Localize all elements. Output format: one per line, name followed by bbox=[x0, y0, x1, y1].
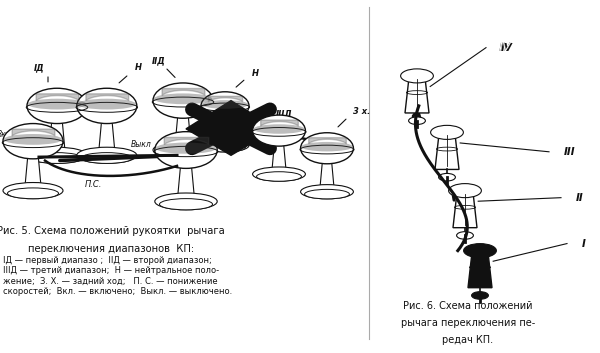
Polygon shape bbox=[218, 119, 232, 145]
Polygon shape bbox=[186, 101, 276, 155]
Ellipse shape bbox=[472, 292, 488, 299]
Circle shape bbox=[3, 124, 63, 159]
Polygon shape bbox=[25, 158, 41, 191]
Ellipse shape bbox=[205, 143, 245, 152]
Ellipse shape bbox=[431, 125, 463, 139]
Text: переключения диапазонов  КП:: переключения диапазонов КП: bbox=[28, 244, 194, 253]
Text: Вкл: Вкл bbox=[0, 130, 12, 139]
Ellipse shape bbox=[305, 189, 349, 199]
Text: I: I bbox=[582, 239, 586, 249]
Ellipse shape bbox=[201, 139, 249, 152]
Ellipse shape bbox=[155, 193, 217, 210]
Circle shape bbox=[153, 83, 213, 118]
Polygon shape bbox=[405, 76, 429, 113]
Ellipse shape bbox=[28, 99, 86, 109]
Polygon shape bbox=[320, 163, 334, 192]
Ellipse shape bbox=[253, 167, 305, 181]
Text: редач КП.: редач КП. bbox=[442, 335, 494, 345]
Ellipse shape bbox=[409, 117, 425, 125]
Text: IV: IV bbox=[501, 43, 513, 53]
Ellipse shape bbox=[155, 143, 217, 154]
Polygon shape bbox=[453, 191, 477, 228]
Text: II: II bbox=[576, 193, 584, 203]
Ellipse shape bbox=[301, 185, 353, 199]
Ellipse shape bbox=[157, 147, 209, 158]
Ellipse shape bbox=[202, 100, 248, 109]
Polygon shape bbox=[272, 145, 286, 174]
Ellipse shape bbox=[153, 142, 213, 158]
Text: Н: Н bbox=[135, 64, 142, 72]
Circle shape bbox=[301, 133, 353, 164]
Ellipse shape bbox=[439, 173, 455, 181]
Text: Выкл: Выкл bbox=[131, 140, 151, 149]
Text: Рис. 6. Схема положений: Рис. 6. Схема положений bbox=[403, 301, 533, 311]
Text: IД: IД bbox=[34, 64, 44, 72]
Circle shape bbox=[253, 115, 305, 146]
Text: III: III bbox=[564, 147, 575, 157]
Ellipse shape bbox=[257, 172, 301, 181]
Ellipse shape bbox=[449, 184, 481, 198]
Polygon shape bbox=[175, 117, 191, 150]
Ellipse shape bbox=[31, 152, 83, 163]
Polygon shape bbox=[177, 167, 195, 202]
Ellipse shape bbox=[253, 124, 305, 134]
Ellipse shape bbox=[3, 183, 63, 199]
Text: рычага переключения пе-: рычага переключения пе- bbox=[401, 318, 535, 328]
Ellipse shape bbox=[77, 147, 137, 163]
Text: IIД: IIД bbox=[152, 56, 166, 65]
Polygon shape bbox=[49, 123, 65, 155]
Ellipse shape bbox=[82, 152, 133, 163]
Circle shape bbox=[155, 132, 217, 168]
Polygon shape bbox=[435, 132, 459, 169]
Ellipse shape bbox=[77, 99, 136, 109]
Ellipse shape bbox=[27, 147, 87, 163]
Circle shape bbox=[201, 92, 249, 120]
Ellipse shape bbox=[301, 142, 353, 151]
Text: Рис. 5. Схема положений рукоятки  рычага: Рис. 5. Схема положений рукоятки рычага bbox=[0, 226, 225, 236]
Ellipse shape bbox=[160, 199, 212, 210]
Polygon shape bbox=[98, 123, 115, 155]
Ellipse shape bbox=[401, 69, 433, 83]
Ellipse shape bbox=[464, 244, 496, 258]
Ellipse shape bbox=[457, 232, 473, 239]
Circle shape bbox=[77, 88, 137, 124]
Text: IД — первый диапазо ;  IIД — второй диапазон;
IIIД — третий диапазон;  Н — нейтр: IД — первый диапазо ; IIД — второй диапа… bbox=[3, 256, 232, 296]
Text: $\overline{\mathit{IV}}$: $\overline{\mathit{IV}}$ bbox=[498, 40, 513, 55]
Ellipse shape bbox=[7, 188, 59, 199]
Text: П.С.: П.С. bbox=[85, 180, 101, 189]
Text: $\overline{\mathit{IV}}$: $\overline{\mathit{IV}}$ bbox=[498, 40, 513, 55]
Circle shape bbox=[27, 88, 87, 124]
Text: IIIД: IIIД bbox=[276, 109, 293, 118]
Ellipse shape bbox=[4, 134, 62, 145]
Text: Н: Н bbox=[252, 69, 259, 78]
Polygon shape bbox=[468, 251, 492, 288]
Text: 3 х.: 3 х. bbox=[353, 107, 370, 116]
Ellipse shape bbox=[154, 94, 212, 104]
